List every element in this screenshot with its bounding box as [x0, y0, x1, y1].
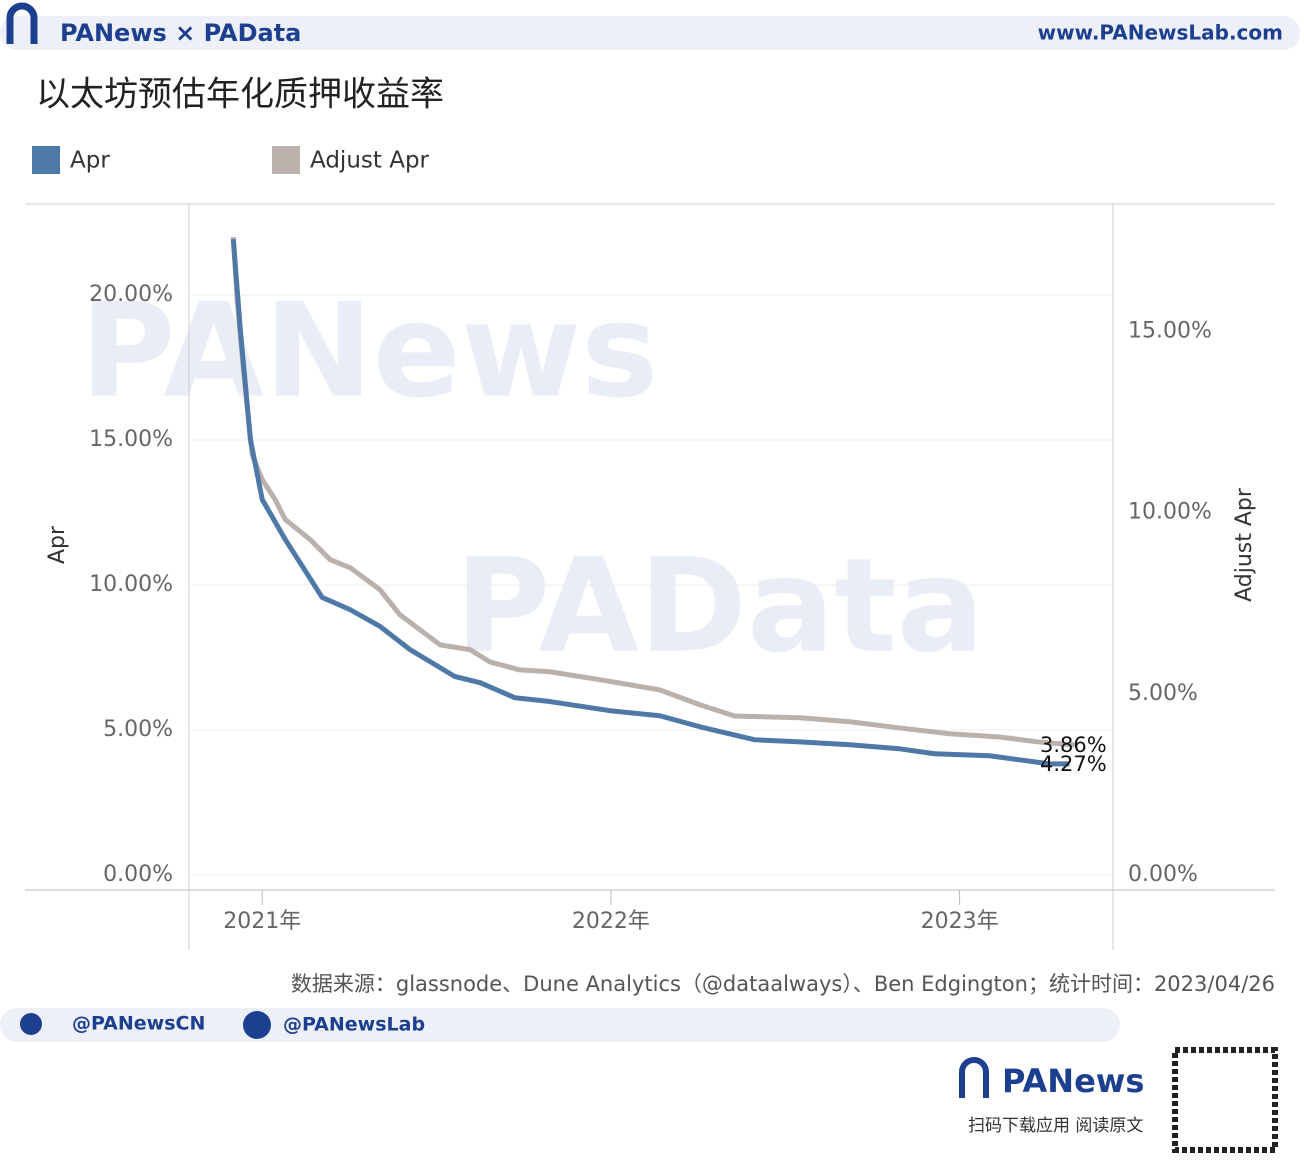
twitter: @PANewsCN	[72, 1013, 205, 1035]
y-axis-title: Apr	[45, 525, 70, 564]
watermark: PAData	[455, 530, 984, 682]
y-tick-label: 0.00%	[103, 862, 173, 887]
line	[230, 238, 1070, 767]
x-tick-label: 2023年	[921, 909, 999, 934]
y2-tick-label: 15.00%	[1128, 318, 1212, 343]
legend-swatch	[272, 146, 300, 174]
site: www.PANewsLab.com	[1038, 21, 1283, 45]
facebook-icon	[243, 1011, 271, 1039]
footer-bar	[0, 1008, 1120, 1042]
logo	[959, 1057, 989, 1098]
qr-code	[1172, 1047, 1278, 1153]
brand: PANews × PAData	[60, 19, 301, 47]
facebook: @PANewsLab	[283, 1014, 425, 1036]
line	[230, 236, 1075, 748]
cta: 扫码下载应用 阅读原文	[968, 1116, 1143, 1136]
x-tick-label: 2022年	[572, 909, 650, 934]
chart-title: 以太坊预估年化质押收益率	[36, 75, 444, 115]
legend-swatch	[32, 146, 60, 174]
source: 数据来源：glassnode、Dune Analytics（@dataalway…	[291, 972, 1275, 996]
legend-label: Adjust Apr	[310, 148, 430, 174]
annotation: 4.27%	[1040, 752, 1107, 776]
watermark: PANews	[80, 275, 658, 427]
y-tick-label: 5.00%	[103, 717, 173, 742]
header-bar	[0, 16, 1300, 50]
y2-tick-label: 10.00%	[1128, 500, 1212, 525]
footer-brand: PANews	[1002, 1062, 1144, 1100]
y-tick-label: 15.00%	[89, 427, 173, 452]
annotation: 3.86%	[1040, 733, 1107, 757]
y2-axis-title: Adjust Apr	[1232, 487, 1257, 602]
legend-label: Apr	[70, 148, 110, 174]
y2-tick-label: 0.00%	[1128, 862, 1198, 887]
x-tick-label: 2021年	[223, 909, 301, 934]
y-tick-label: 20.00%	[89, 282, 173, 307]
twitter-icon	[20, 1013, 42, 1035]
y-tick-label: 10.00%	[89, 572, 173, 597]
y2-tick-label: 5.00%	[1128, 681, 1198, 706]
logo	[6, 2, 38, 44]
